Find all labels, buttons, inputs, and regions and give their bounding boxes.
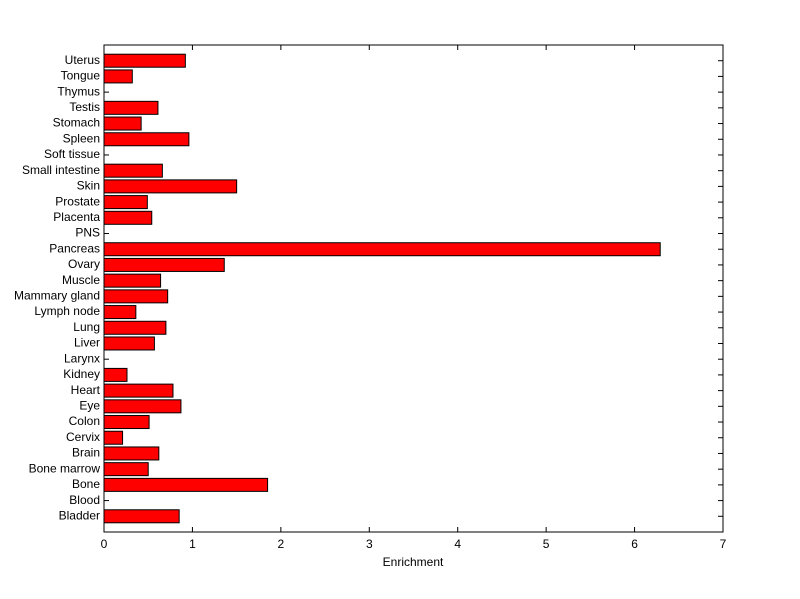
x-tick-label: 3 [366,537,373,551]
y-tick-label: Soft tissue [44,147,100,161]
x-tick-label: 0 [101,537,108,551]
x-tick-label: 7 [720,537,727,551]
y-tick-label: Skin [77,179,100,193]
y-tick-label: Pancreas [49,241,100,255]
bar [103,163,163,178]
y-tick-label: Ovary [68,257,100,271]
y-tick-label: Placenta [53,210,100,224]
x-tick-label: 2 [278,537,285,551]
x-tick-label: 6 [631,537,638,551]
y-tick-label: Bone marrow [29,461,101,475]
bar [103,462,149,477]
bar [103,367,128,382]
bar [103,132,190,147]
bar [103,399,182,414]
bar [103,430,124,445]
y-tick-label: Heart [71,383,101,397]
bar [103,53,186,68]
y-tick-label: Thymus [57,84,100,98]
bar [103,69,133,84]
bar [103,477,269,492]
bar [103,415,150,430]
y-tick-label: Testis [69,100,100,114]
y-tick-label: Lung [73,320,100,334]
y-tick-label: Kidney [63,367,100,381]
bar [103,383,174,398]
y-tick-label: Mammary gland [14,289,100,303]
y-tick-label: Liver [74,336,100,350]
y-tick-label: Stomach [53,116,100,130]
bar [103,242,661,257]
bar [103,116,142,131]
y-tick-label: Eye [79,398,100,412]
y-tick-label: Colon [69,414,100,428]
bar [103,257,225,272]
y-tick-label: Cervix [66,430,100,444]
y-tick-label: Spleen [63,131,100,145]
bar [103,305,137,320]
y-tick-label: PNS [75,226,100,240]
bar [103,336,155,351]
bar [103,289,169,304]
y-tick-label: Larynx [64,351,100,365]
y-tick-label: Bone [72,477,100,491]
x-axis-label: Enrichment [383,555,444,569]
bar [103,509,180,524]
x-tick-label: 4 [454,537,461,551]
bar [103,210,153,225]
bar [103,320,167,335]
y-tick-label: Lymph node [34,304,100,318]
bar [103,100,159,115]
bar [103,273,162,288]
y-tick-label: Muscle [62,273,100,287]
y-tick-label: Blood [69,493,100,507]
y-tick-label: Prostate [55,194,100,208]
x-tick-label: 1 [189,537,196,551]
bar [103,446,160,461]
y-tick-label: Uterus [65,53,100,67]
plot-area [103,44,724,533]
x-tick-label: 5 [543,537,550,551]
y-tick-label: Tongue [61,69,101,83]
y-tick-label: Small intestine [22,163,100,177]
bar [103,179,238,194]
y-tick-label: Bladder [59,508,100,522]
y-tick-label: Brain [72,446,100,460]
bar [103,195,148,210]
